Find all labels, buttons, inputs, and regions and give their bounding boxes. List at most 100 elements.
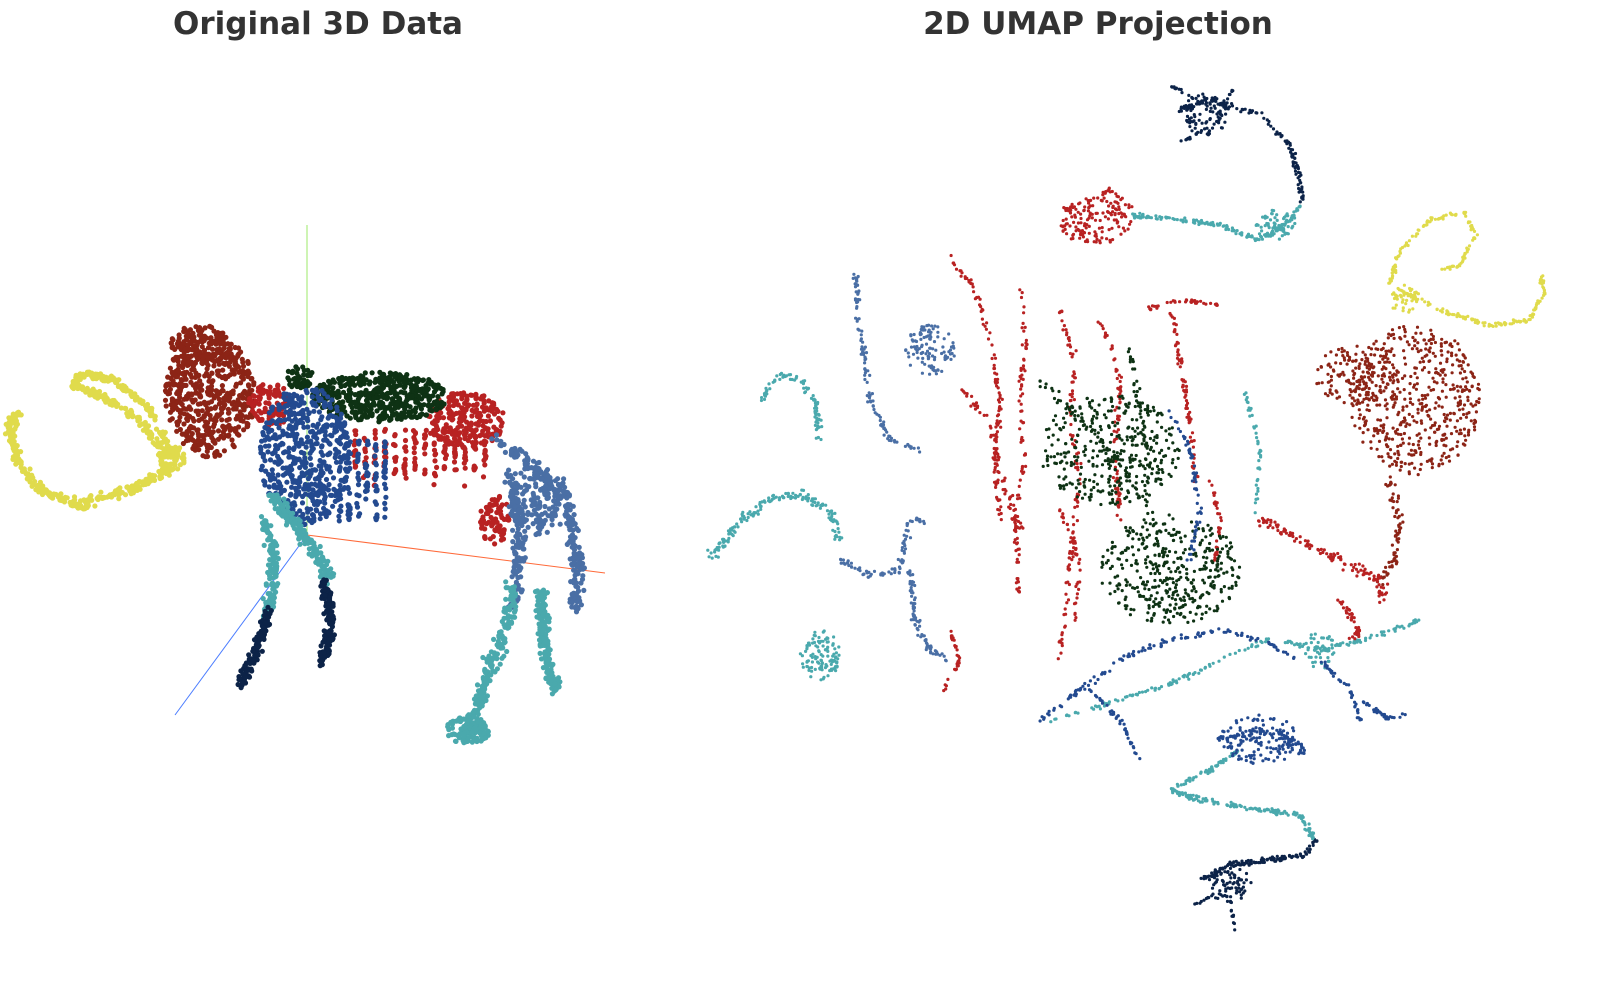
point bbox=[1194, 96, 1198, 100]
point bbox=[233, 383, 239, 389]
point bbox=[390, 441, 397, 448]
point bbox=[136, 414, 142, 420]
point bbox=[355, 457, 361, 464]
point bbox=[494, 509, 500, 516]
point bbox=[226, 346, 232, 352]
point bbox=[336, 376, 342, 382]
point bbox=[1234, 859, 1238, 864]
point bbox=[313, 467, 319, 473]
point bbox=[9, 437, 16, 443]
point bbox=[1277, 132, 1281, 136]
point bbox=[1254, 111, 1258, 115]
point bbox=[322, 500, 328, 506]
point bbox=[326, 639, 332, 645]
point bbox=[432, 431, 438, 437]
point bbox=[265, 569, 271, 576]
point bbox=[1219, 126, 1224, 130]
point bbox=[347, 466, 353, 472]
point bbox=[1179, 139, 1183, 143]
point bbox=[504, 648, 510, 655]
point bbox=[397, 372, 403, 378]
point bbox=[231, 371, 237, 377]
point bbox=[578, 602, 585, 608]
point bbox=[503, 579, 509, 585]
point bbox=[373, 394, 379, 401]
point bbox=[1283, 139, 1287, 143]
point bbox=[79, 505, 85, 511]
point bbox=[170, 382, 176, 388]
point bbox=[313, 441, 319, 447]
point bbox=[278, 489, 284, 495]
point bbox=[347, 450, 353, 457]
point bbox=[480, 654, 486, 661]
series-chest bbox=[257, 386, 389, 528]
point bbox=[505, 605, 511, 611]
point bbox=[199, 408, 205, 414]
point bbox=[446, 399, 452, 405]
point bbox=[511, 614, 518, 620]
point bbox=[275, 461, 281, 467]
point bbox=[1210, 886, 1215, 890]
point bbox=[325, 415, 331, 421]
point bbox=[1279, 135, 1283, 139]
point bbox=[312, 481, 318, 487]
point bbox=[230, 388, 236, 394]
point bbox=[73, 377, 79, 383]
point bbox=[355, 439, 361, 445]
point bbox=[443, 422, 449, 428]
point bbox=[1307, 849, 1311, 854]
point bbox=[547, 647, 553, 653]
chart-title-3d: Original 3D Data bbox=[173, 6, 463, 42]
point bbox=[343, 474, 349, 480]
point bbox=[77, 373, 83, 379]
point bbox=[337, 488, 343, 494]
point bbox=[213, 332, 219, 338]
point bbox=[251, 393, 257, 399]
point bbox=[382, 500, 388, 506]
point bbox=[463, 429, 469, 435]
point bbox=[512, 551, 518, 557]
point bbox=[301, 424, 307, 430]
point bbox=[362, 407, 368, 413]
point bbox=[1296, 183, 1300, 187]
point bbox=[337, 464, 343, 470]
point bbox=[544, 669, 550, 676]
point bbox=[218, 405, 224, 412]
point bbox=[362, 488, 369, 494]
scatter-umap-canvas[interactable] bbox=[700, 0, 1616, 990]
point bbox=[563, 489, 569, 495]
point bbox=[105, 375, 111, 381]
point bbox=[1179, 87, 1183, 92]
point bbox=[392, 374, 398, 380]
point bbox=[403, 475, 409, 481]
point bbox=[1296, 176, 1300, 180]
point bbox=[280, 504, 286, 510]
panel-umap-2d: 2D UMAP Projection bbox=[700, 0, 1616, 990]
point bbox=[350, 379, 356, 385]
point bbox=[452, 451, 458, 457]
point bbox=[98, 489, 104, 495]
point bbox=[1192, 119, 1196, 123]
point bbox=[436, 436, 442, 442]
scatter-3d-canvas[interactable] bbox=[0, 0, 640, 990]
point bbox=[496, 495, 502, 501]
point bbox=[341, 429, 347, 435]
point bbox=[287, 381, 293, 388]
point bbox=[1229, 876, 1233, 880]
point bbox=[581, 587, 587, 594]
point bbox=[347, 415, 353, 421]
point bbox=[329, 422, 335, 428]
series-legs bbox=[258, 492, 563, 746]
point bbox=[106, 493, 112, 499]
point bbox=[312, 389, 318, 395]
point bbox=[298, 437, 304, 443]
point bbox=[113, 400, 119, 406]
point bbox=[356, 390, 362, 397]
point bbox=[222, 373, 228, 379]
point bbox=[219, 383, 225, 389]
point bbox=[409, 393, 415, 399]
point bbox=[534, 614, 540, 620]
point bbox=[508, 452, 514, 458]
point bbox=[1300, 187, 1304, 191]
point bbox=[233, 355, 239, 361]
